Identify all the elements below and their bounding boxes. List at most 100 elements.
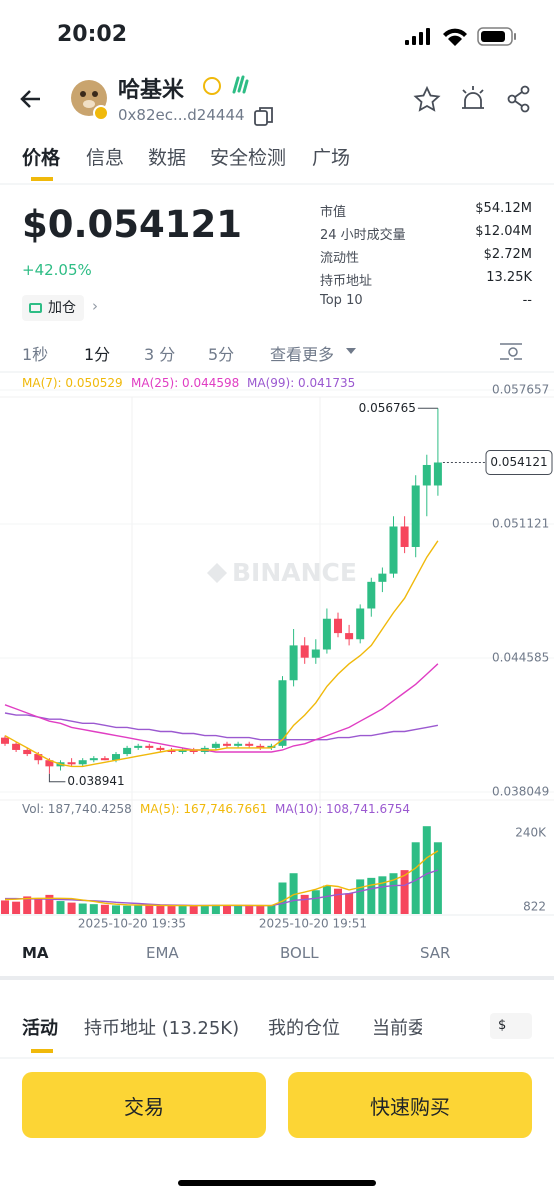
ma-legend-item: MA(7): 0.050529 xyxy=(22,376,123,390)
candle-body xyxy=(389,526,398,574)
volume-bar xyxy=(234,905,243,914)
candle-body xyxy=(123,747,132,755)
current-price-box xyxy=(485,449,553,475)
bottom-tab[interactable]: 我的仓位 xyxy=(268,1018,340,1039)
bottom-tab[interactable]: 活动 xyxy=(22,1018,58,1039)
kline-chart: 0.057657 0.051121 0.044585 0.038049 240K 822 2… xyxy=(0,383,554,931)
volume-bar xyxy=(34,897,43,914)
volume-bar xyxy=(334,888,342,914)
candle-body xyxy=(278,680,287,746)
candle-body xyxy=(167,749,176,753)
time-label: 2025-10-20 19:35 xyxy=(78,917,186,931)
volume-bar xyxy=(56,901,65,914)
stat-label: 市值 xyxy=(320,205,347,220)
interval[interactable]: 5分 xyxy=(208,345,235,364)
candle-body xyxy=(189,749,198,753)
favorite-icon[interactable] xyxy=(413,85,441,112)
currency-select[interactable]: $ xyxy=(490,1013,532,1039)
volume-bar xyxy=(356,879,365,914)
candle-body xyxy=(256,745,265,748)
candle-body xyxy=(245,743,254,746)
bottom-tab[interactable]: 持币地址 (13.25K) xyxy=(84,1018,240,1039)
candle-body xyxy=(211,743,220,748)
stat-value: $54.12M xyxy=(475,201,532,216)
button[interactable]: 交易 xyxy=(22,1072,266,1138)
volume-bar xyxy=(345,893,354,914)
share-icon[interactable] xyxy=(507,85,530,113)
interval[interactable]: 1秒 xyxy=(22,345,49,364)
home-indicator xyxy=(178,1180,376,1186)
stat-value: $12.04M xyxy=(475,224,532,239)
copy-icon[interactable] xyxy=(254,110,268,126)
indicator[interactable]: SAR xyxy=(420,944,451,962)
tab[interactable]: 价格 xyxy=(22,147,61,169)
volume-bar xyxy=(422,826,431,914)
candle-body xyxy=(234,743,243,746)
add-position-button[interactable]: 加仓 xyxy=(22,295,84,321)
candle-body xyxy=(45,760,54,767)
interval[interactable]: 1分 xyxy=(84,345,111,364)
tab[interactable]: 数据 xyxy=(148,147,187,169)
volume-bar xyxy=(367,877,376,914)
alert-icon[interactable] xyxy=(462,86,484,109)
volume-bar xyxy=(156,905,165,914)
candle-body xyxy=(433,462,442,486)
hand-icon xyxy=(232,75,249,94)
volume-tick-label: 822 xyxy=(523,900,546,914)
ma99-line xyxy=(4,712,439,741)
volume-legend-item: MA(10): 108,741.6754 xyxy=(275,802,411,816)
y-tick-label: 0.051121 xyxy=(492,517,549,531)
volume-bar xyxy=(278,882,287,914)
candle-body xyxy=(34,754,43,761)
candle-body xyxy=(411,485,420,547)
volume-bar xyxy=(389,873,398,914)
candle-body xyxy=(289,645,298,681)
indicator[interactable]: BOLL xyxy=(280,944,319,962)
candle-body xyxy=(89,758,98,761)
volume-ma5-line xyxy=(4,850,439,907)
candle-body xyxy=(267,745,276,748)
stat-label: 24 小时成交量 xyxy=(320,228,406,243)
volume-bar xyxy=(23,896,32,914)
indicator[interactable]: EMA xyxy=(146,944,179,962)
ma7-line xyxy=(4,540,439,768)
volume-legend-item: MA(5): 167,746.7661 xyxy=(140,802,268,816)
token-address[interactable]: 0x82ec...d24444 xyxy=(118,106,245,124)
volume-legend-item: Vol: 187,740.4258 xyxy=(22,802,132,816)
ma-legend-item: MA(99): 0.041735 xyxy=(247,376,356,390)
interval[interactable]: 3 分 xyxy=(144,345,176,364)
candle-body xyxy=(400,526,409,547)
indicator[interactable]: MA xyxy=(22,944,49,962)
volume-bar xyxy=(134,905,143,914)
volume-bar xyxy=(78,903,87,914)
back-icon[interactable] xyxy=(20,90,40,108)
high-label: 0.056765 xyxy=(359,401,416,415)
stat-label: 持币地址 xyxy=(320,274,373,289)
volume-bar xyxy=(400,870,409,914)
chart-settings-icon[interactable] xyxy=(500,343,522,360)
tab[interactable]: 广场 xyxy=(312,147,351,169)
at-icon xyxy=(203,77,221,95)
volume-bar xyxy=(100,904,109,914)
volume-bar xyxy=(145,905,154,914)
candle-body xyxy=(23,749,32,755)
candle-body xyxy=(311,649,320,658)
y-tick-label: 0.038049 xyxy=(492,785,549,799)
candle-body xyxy=(156,747,165,750)
interval[interactable]: 查看更多 xyxy=(270,345,335,364)
volume-tick-label: 240K xyxy=(515,826,547,840)
candle-body xyxy=(300,645,309,658)
candle-body xyxy=(322,618,331,650)
volume-bar xyxy=(1,900,9,914)
watermark: BINANCE xyxy=(232,558,357,587)
button[interactable]: 快速购买 xyxy=(288,1072,532,1138)
add-position-label: 加仓 xyxy=(48,300,76,316)
tab[interactable]: 安全检测 xyxy=(210,147,287,169)
volume-bar xyxy=(112,905,120,914)
status-icons xyxy=(405,27,516,46)
tab[interactable]: 信息 xyxy=(86,147,125,169)
bottom-tab[interactable]: 当前委托 xyxy=(372,1018,422,1039)
volume-bar xyxy=(167,906,176,914)
current-price-label: 0.054121 xyxy=(490,455,547,469)
